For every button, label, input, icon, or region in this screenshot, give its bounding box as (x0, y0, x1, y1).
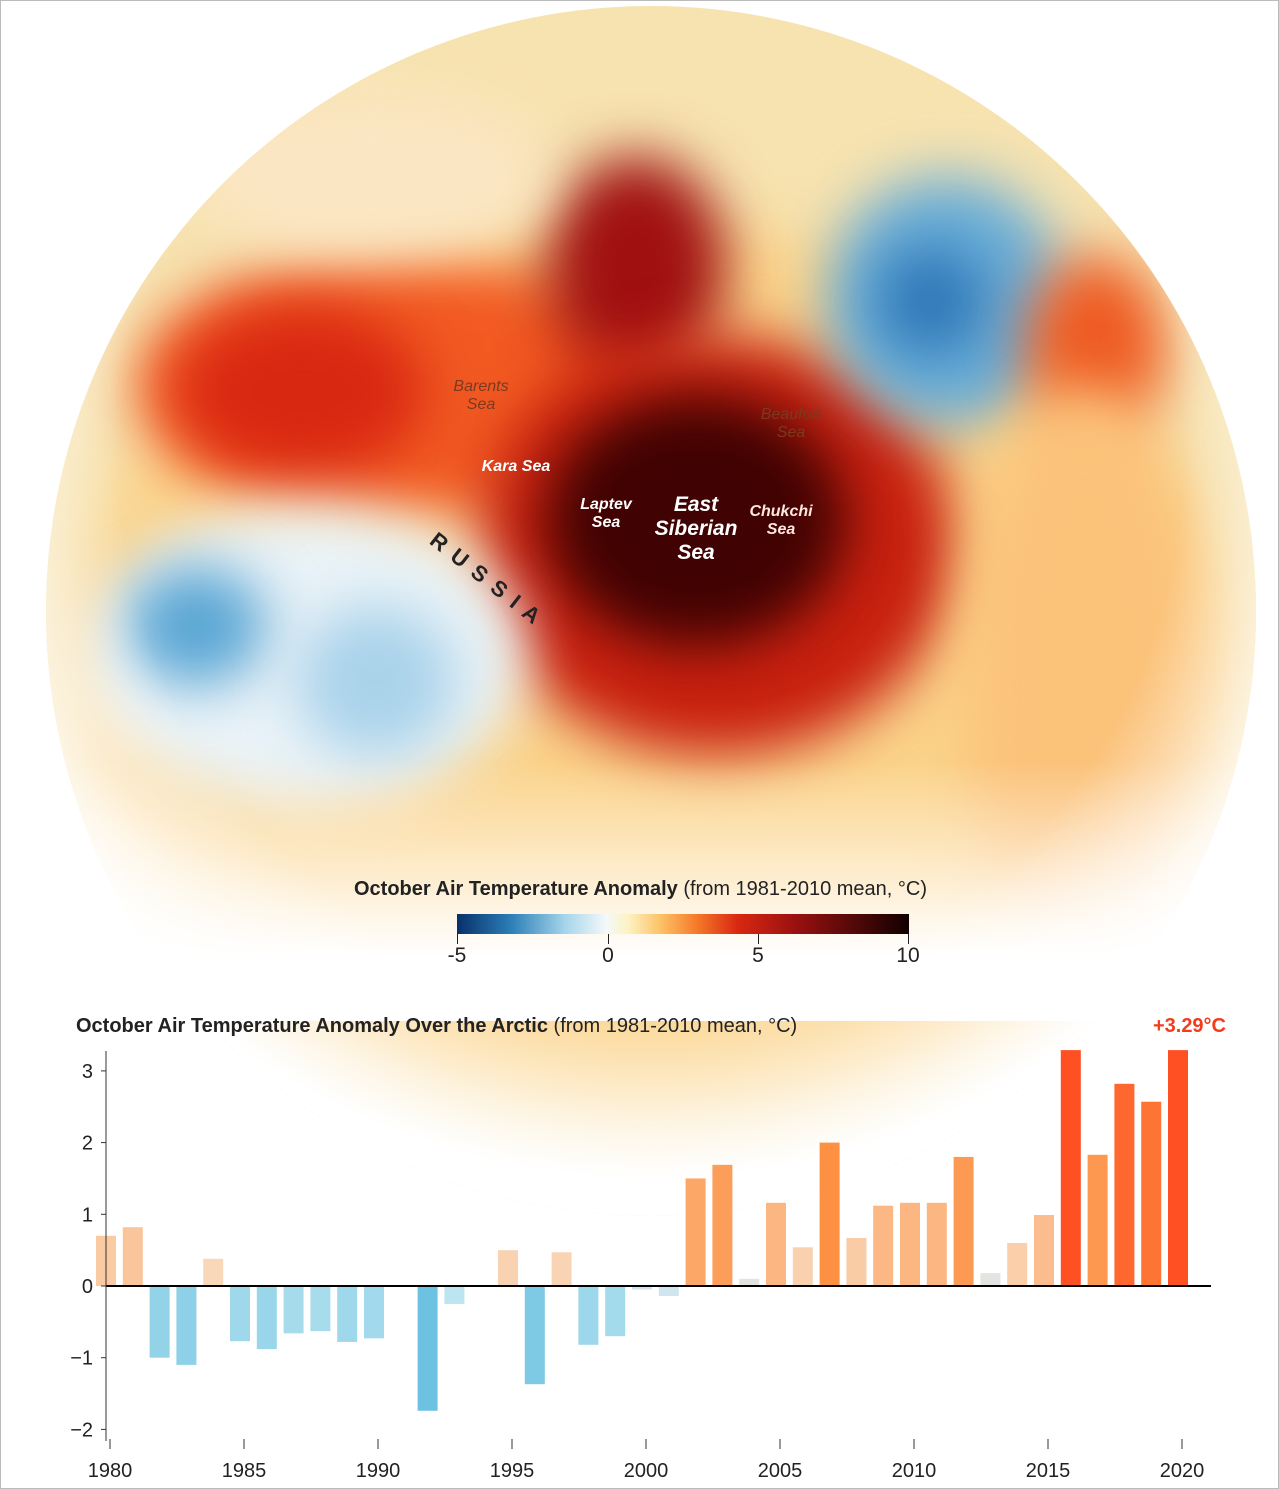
colorbar (457, 914, 909, 934)
map-label-chukchi-sea: Chukchi Sea (749, 503, 813, 539)
colorbar-label: 5 (752, 944, 764, 967)
bar-2019 (1141, 1101, 1162, 1286)
x-tick-label: 2015 (1026, 1460, 1071, 1482)
bar-chart: 3 2 1 0 −1 −2 1980 1985 1990 1995 2000 2005 2010 2015… (70, 1050, 1211, 1482)
bar-1995 (498, 1250, 518, 1286)
x-tick-label: 1985 (222, 1460, 267, 1482)
colorbar-label: 0 (602, 944, 614, 967)
map-label-east-siberian-sea: East Siberian Sea (654, 493, 738, 565)
bar-1999 (605, 1286, 626, 1337)
bar-1983 (176, 1286, 197, 1365)
bar-1998 (578, 1286, 599, 1345)
chart-callout-2020-value: +3.29°C (1152, 1015, 1226, 1037)
bar-1985 (230, 1286, 250, 1342)
bar-2001 (658, 1286, 679, 1297)
colorbar-tick (908, 934, 909, 944)
bar-2009 (873, 1205, 894, 1286)
bar-1997 (551, 1252, 572, 1286)
colorbar-tick (608, 934, 609, 944)
bar-2013 (980, 1273, 1001, 1286)
bar-2014 (1007, 1242, 1028, 1286)
bar-2003 (712, 1164, 733, 1286)
bar-2018 (1114, 1083, 1135, 1286)
bar-2008 (846, 1237, 867, 1286)
map-label-barents-sea: Barents Sea (453, 378, 509, 414)
bar-1987 (283, 1286, 304, 1334)
bar-2012 (953, 1156, 974, 1286)
colorbar-tick (457, 934, 458, 944)
bar-1996 (524, 1286, 545, 1385)
chart-title: October Air Temperature Anomaly Over the… (76, 1015, 798, 1037)
bar-1993 (444, 1286, 465, 1304)
y-tick-label: −2 (70, 1419, 93, 1441)
colorbar-label: -5 (447, 944, 467, 967)
bar-1992 (417, 1286, 438, 1411)
y-tick-label: −1 (70, 1348, 93, 1370)
bar-1988 (310, 1286, 331, 1332)
bar-1990 (364, 1286, 384, 1339)
y-tick-label: 3 (82, 1061, 93, 1083)
bar-2020 (1168, 1050, 1188, 1286)
colorbar-label: 10 (896, 944, 920, 967)
bar-1989 (337, 1286, 358, 1342)
bar-1984 (203, 1258, 224, 1286)
bar-2004 (739, 1278, 760, 1286)
bar-2002 (685, 1178, 706, 1286)
map-label-beaufort-sea: Beaufort Sea (760, 406, 822, 442)
bar-2000 (632, 1286, 652, 1290)
x-tick-label: 2005 (758, 1460, 803, 1482)
colorbar-title: October Air Temperature Anomaly (from 19… (354, 878, 927, 900)
x-tick-label: 2010 (892, 1460, 937, 1482)
x-tick-label: 2000 (624, 1460, 669, 1482)
bar-2005 (766, 1202, 786, 1286)
bar-1981 (122, 1227, 143, 1286)
y-tick-label: 2 (82, 1133, 93, 1155)
x-tick-label: 2020 (1160, 1460, 1205, 1482)
bar-2016 (1060, 1050, 1081, 1286)
bar-2006 (792, 1247, 813, 1286)
bar-1982 (149, 1286, 170, 1358)
bar-2015 (1034, 1215, 1054, 1286)
bar-2011 (926, 1202, 947, 1286)
bar-2007 (819, 1142, 840, 1286)
bar-2017 (1087, 1154, 1108, 1286)
y-tick-label: 0 (82, 1276, 93, 1298)
bar-1986 (256, 1286, 277, 1350)
y-tick-label: 1 (82, 1204, 93, 1226)
bar-2010 (900, 1202, 920, 1286)
x-tick-label: 1990 (356, 1460, 401, 1482)
colorbar-tick (758, 934, 759, 944)
map-label-kara-sea: Kara Sea (481, 458, 551, 475)
globe-bottom-fade (1, 761, 1278, 1021)
x-tick-label: 1995 (490, 1460, 535, 1482)
map-label-laptev-sea: Laptev Sea (580, 496, 632, 532)
x-tick-label: 1980 (88, 1460, 133, 1482)
